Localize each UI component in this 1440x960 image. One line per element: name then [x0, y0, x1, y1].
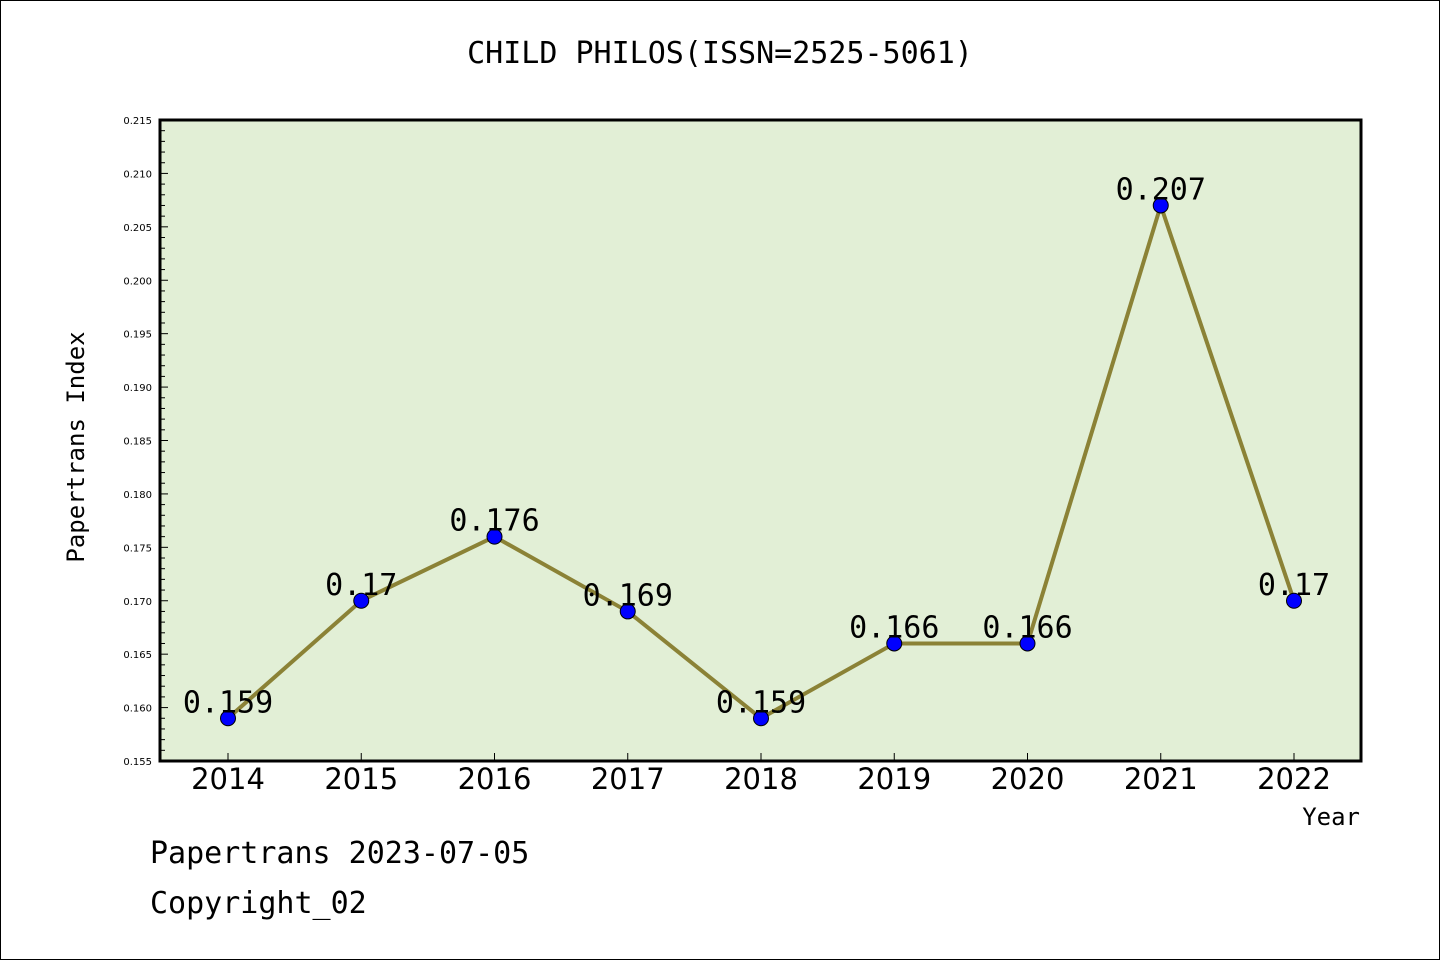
data-point	[619, 603, 636, 620]
data-point	[1286, 592, 1302, 609]
data-label: 0.17	[325, 568, 397, 603]
series-line-group	[220, 197, 1302, 727]
x-tick-label: 2021	[1124, 762, 1198, 796]
data-point	[353, 592, 370, 609]
data-label: 0.166	[849, 610, 939, 645]
data-point	[1019, 635, 1036, 652]
data-point	[220, 710, 236, 727]
x-tick-label: 2019	[857, 762, 931, 796]
y-axis: 0.155 0.160 0.165 0.170 0.175 0.180 0.185 0.190…	[123, 116, 168, 768]
y-tick-label: 0.205	[123, 223, 152, 234]
y-tick-label: 0.185	[123, 437, 152, 448]
data-labels: 0.159 0.17 0.176 0.169 0.159 0.166 0.166 0.207 0…	[183, 172, 1330, 720]
data-label: 0.176	[449, 504, 539, 539]
footer-copyright: Copyright_02	[150, 886, 367, 921]
y-tick-label: 0.170	[123, 597, 152, 608]
data-point	[486, 528, 503, 545]
x-tick-label: 2016	[458, 762, 532, 796]
data-point	[886, 635, 903, 652]
data-label: 0.159	[183, 685, 273, 720]
x-axis-label: Year	[1302, 803, 1360, 831]
y-tick-label: 0.190	[123, 383, 152, 394]
x-tick-label: 2020	[991, 762, 1065, 796]
x-tick-label: 2015	[324, 762, 398, 796]
y-tick-label: 0.215	[123, 116, 152, 127]
y-tick-label: 0.195	[123, 330, 152, 341]
y-tick-label: 0.210	[123, 169, 152, 180]
x-axis: 2014 2015 2016 2017 2018 2019 2020 2021 2022	[191, 753, 1331, 796]
data-point	[1152, 197, 1169, 214]
data-label: 0.159	[716, 685, 806, 720]
data-label: 0.166	[982, 610, 1072, 645]
x-tick-label: 2014	[191, 762, 265, 796]
plot-area	[158, 118, 1363, 763]
data-label: 0.207	[1116, 172, 1206, 207]
y-tick-label: 0.180	[123, 490, 152, 501]
y-tick-label: 0.155	[123, 757, 152, 768]
y-tick-label: 0.200	[123, 276, 152, 287]
y-axis-label: Papertrans Index	[62, 331, 90, 562]
x-tick-label: 2018	[724, 762, 798, 796]
chart-title: CHILD PHILOS(ISSN=2525-5061)	[467, 36, 973, 71]
y-tick-label: 0.165	[123, 650, 152, 661]
footer-date: Papertrans 2023-07-05	[150, 836, 530, 871]
y-tick-label: 0.160	[123, 704, 152, 715]
y-tick-label: 0.175	[123, 543, 152, 554]
x-tick-label: 2022	[1257, 762, 1331, 796]
data-point	[753, 710, 769, 727]
data-label: 0.17	[1258, 568, 1330, 603]
data-label: 0.169	[583, 578, 673, 613]
x-tick-label: 2017	[591, 762, 665, 796]
